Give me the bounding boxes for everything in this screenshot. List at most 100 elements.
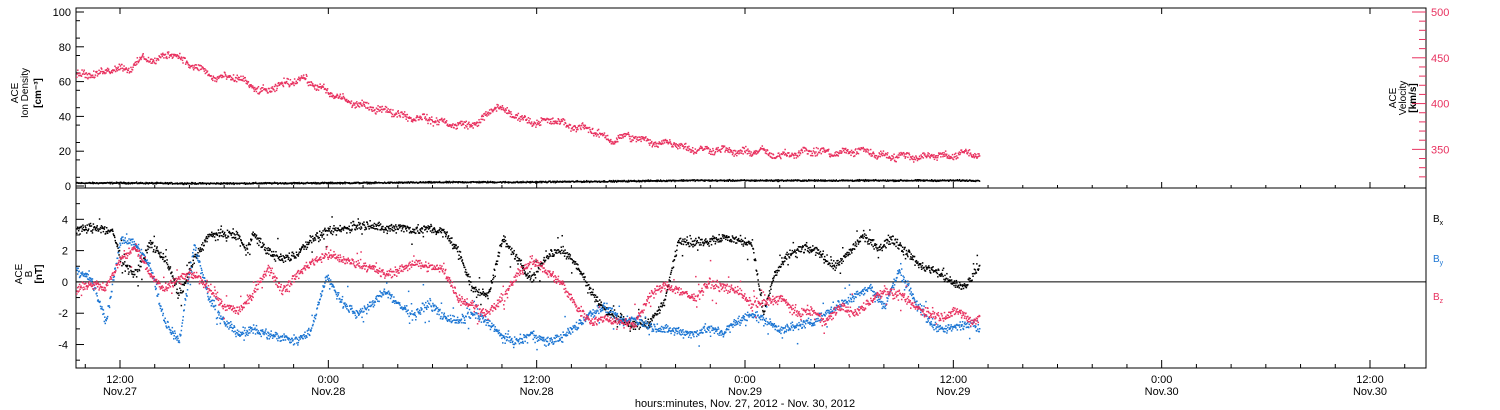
b-axis-label-line: [nT] — [34, 265, 45, 284]
velocity-point — [830, 153, 832, 155]
b-point-bx — [102, 227, 104, 230]
density-point — [895, 179, 897, 182]
density-point — [125, 182, 127, 184]
b-point-bx — [504, 236, 506, 238]
b-point-bx — [359, 228, 362, 230]
b-point-bx — [431, 231, 433, 234]
velocity-point — [677, 144, 680, 147]
density-point — [205, 183, 208, 186]
velocity-point — [246, 83, 249, 85]
velocity-point — [501, 104, 504, 107]
velocity-point — [307, 81, 309, 84]
b-point-bx — [443, 228, 445, 231]
density-point — [110, 182, 113, 184]
b-point-bx — [281, 259, 284, 262]
density-point — [864, 180, 866, 183]
velocity-point — [880, 153, 883, 156]
density-point — [328, 181, 331, 184]
velocity-point — [292, 81, 295, 84]
velocity-point — [714, 150, 717, 153]
b-point-bx — [218, 235, 221, 238]
velocity-point — [215, 80, 218, 83]
density-point — [552, 181, 555, 183]
velocity-point — [355, 106, 358, 108]
velocity-point — [753, 150, 756, 153]
velocity-point — [540, 119, 543, 122]
b-point-bx — [483, 294, 485, 296]
b-point-bx — [92, 229, 94, 231]
density-point — [919, 180, 922, 182]
density-point — [507, 181, 509, 184]
density-point — [865, 179, 867, 181]
b-point-bx — [350, 229, 353, 232]
velocity-point — [159, 56, 162, 59]
density-point — [792, 180, 794, 182]
velocity-point — [715, 148, 717, 151]
velocity-point — [588, 126, 591, 129]
b-point-bx — [478, 288, 480, 291]
b-point-bx — [524, 271, 526, 273]
density-point — [489, 180, 492, 183]
density-point — [332, 183, 334, 185]
density-point — [952, 179, 955, 181]
b-point-bx — [367, 225, 370, 228]
velocity-point — [789, 154, 791, 157]
velocity-point — [686, 146, 689, 148]
velocity-point — [793, 157, 795, 159]
velocity-point — [519, 116, 522, 118]
b-point-bx — [77, 229, 80, 232]
density-tick-label: 60 — [59, 77, 71, 89]
velocity-point — [548, 122, 551, 125]
b-point-bx — [275, 250, 277, 253]
b-point-bx — [211, 235, 214, 238]
velocity-point — [448, 125, 451, 127]
b-point-bx — [79, 233, 81, 235]
velocity-point — [328, 92, 330, 95]
velocity-point — [691, 147, 694, 149]
density-point — [226, 183, 229, 185]
velocity-point — [487, 114, 490, 116]
b-axis-label: ACE B [nT] — [14, 263, 45, 284]
velocity-point — [744, 150, 746, 153]
b-point-bx — [210, 233, 212, 236]
b-point-bx — [145, 249, 148, 252]
velocity-point — [583, 128, 586, 130]
velocity-point — [78, 74, 81, 77]
velocity-point — [450, 126, 453, 129]
velocity-point — [969, 152, 972, 154]
velocity-point — [208, 73, 210, 76]
density-point — [398, 181, 401, 183]
b-point-bx — [386, 232, 388, 235]
b-point-bx — [357, 221, 360, 224]
b-point-bx — [173, 279, 175, 281]
velocity-point — [613, 143, 616, 145]
velocity-point — [675, 143, 677, 145]
velocity-point — [848, 152, 851, 155]
velocity-point — [285, 81, 287, 84]
b-point-bx — [282, 261, 285, 264]
velocity-point — [114, 70, 117, 73]
velocity-point — [364, 101, 367, 104]
b-point-bx — [369, 225, 372, 227]
velocity-point — [496, 103, 498, 106]
velocity-point — [495, 107, 497, 109]
velocity-point — [728, 147, 731, 149]
b-point-bx — [267, 249, 269, 252]
velocity-point — [460, 124, 463, 127]
velocity-point — [336, 93, 338, 96]
density-point — [916, 179, 918, 181]
velocity-point — [593, 134, 595, 137]
b-point-bx — [112, 233, 115, 235]
density-point — [556, 181, 558, 183]
velocity-point — [134, 61, 136, 64]
velocity-point — [215, 77, 217, 79]
velocity-point — [607, 138, 609, 140]
b-point-bx — [500, 243, 502, 246]
velocity-point — [804, 150, 806, 152]
velocity-point — [331, 96, 334, 98]
density-point — [832, 180, 834, 182]
density-point — [844, 180, 846, 182]
velocity-point — [261, 90, 263, 92]
density-point — [507, 181, 509, 183]
velocity-point — [698, 149, 700, 151]
